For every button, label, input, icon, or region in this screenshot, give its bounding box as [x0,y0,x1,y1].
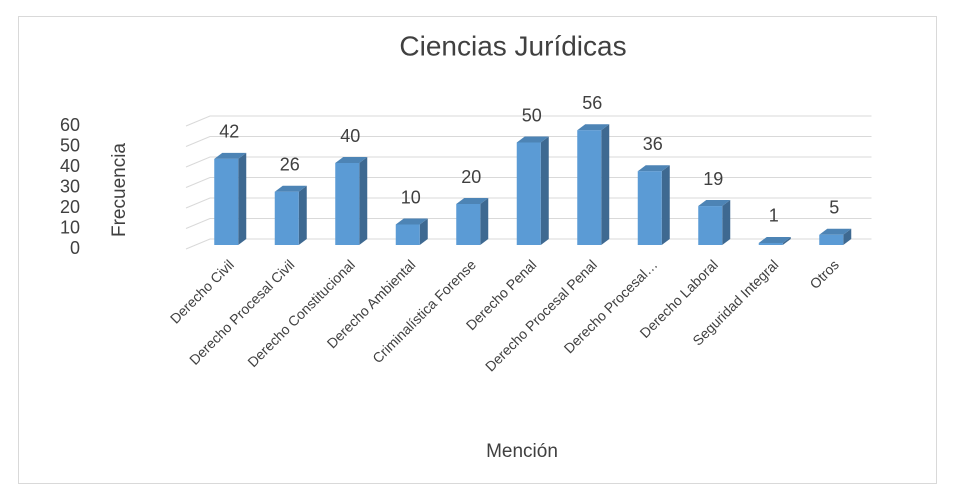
value-label: 42 [219,122,239,142]
value-label: 5 [829,198,839,218]
bar-side [480,198,489,245]
value-label: 56 [582,93,602,113]
bar [214,158,239,245]
bar-side [540,136,549,245]
bar-top [819,228,852,235]
bar [516,142,541,245]
y-tick-label: 50 [60,135,80,155]
bar [335,163,360,245]
y-tick-label: 30 [60,176,80,196]
value-label: 40 [340,126,360,146]
bar-side [298,185,307,245]
value-label: 50 [522,105,542,125]
bar-top [516,136,549,143]
bar-side [661,165,670,245]
bar-top [758,236,791,243]
bar-top [214,152,247,159]
x-axis-title: Mención [486,441,558,462]
bar [274,191,299,245]
value-label: 20 [461,167,481,187]
bar-top [274,185,307,192]
bar-side [601,124,610,245]
bar [456,204,481,245]
value-label: 10 [401,187,421,207]
y-tick-label: 0 [70,238,80,258]
bar-side [359,157,368,245]
bar [637,171,662,245]
bar-top [637,165,670,172]
bar [819,234,844,245]
bar [577,130,602,245]
bar-side [419,218,428,245]
bar-top [335,157,368,163]
chart-title: Ciencias Jurídicas [399,30,626,61]
value-label: 1 [769,206,779,226]
bar-top [395,218,428,225]
y-tick-label: 40 [60,156,80,176]
y-axis-title: Frecuencia [109,143,130,237]
grid-line [185,115,872,127]
value-label: 19 [703,169,723,189]
y-tick-label: 60 [60,115,80,135]
y-tick-label: 20 [60,197,80,217]
bar-side [782,236,791,245]
y-tick-label: 10 [60,217,80,237]
value-label: 26 [280,154,300,174]
bar-side [238,152,247,245]
bar-top [456,198,489,204]
bar-top [698,200,731,207]
chart-border [18,16,937,484]
bar-side [843,228,852,245]
value-label: 36 [643,134,663,154]
grid-line [185,156,872,168]
bar [395,224,420,245]
bar [698,206,723,245]
bar [758,242,783,245]
grid-line [185,136,872,147]
bar-top [577,124,610,131]
bar-side [722,200,731,245]
